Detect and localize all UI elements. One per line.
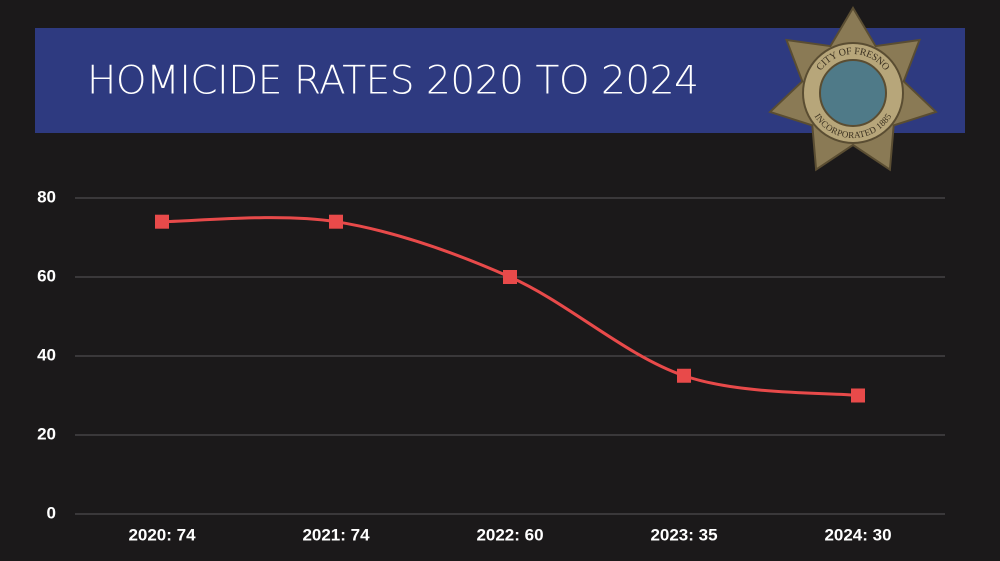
badge: CITY OF FRESNO INCORPORATED 1885	[768, 6, 938, 172]
x-tick-label: 2023: 35	[650, 525, 717, 544]
y-tick-label: 0	[47, 503, 56, 522]
data-marker	[155, 214, 169, 229]
y-tick-label: 20	[37, 424, 56, 443]
y-tick-label: 40	[37, 345, 56, 364]
data-marker	[851, 388, 865, 403]
y-tick-label: 60	[37, 266, 56, 285]
x-tick-label: 2020: 74	[128, 525, 196, 544]
badge-seal	[819, 59, 887, 127]
x-tick-label: 2021: 74	[302, 525, 370, 544]
chart-title: HOMICIDE RATES 2020 TO 2024	[87, 59, 699, 104]
data-marker	[503, 270, 517, 284]
x-tick-label: 2024: 30	[824, 525, 891, 544]
x-tick-label: 2022: 60	[476, 525, 543, 544]
y-tick-label: 80	[37, 187, 56, 206]
data-marker	[329, 214, 343, 229]
data-marker	[677, 368, 691, 383]
